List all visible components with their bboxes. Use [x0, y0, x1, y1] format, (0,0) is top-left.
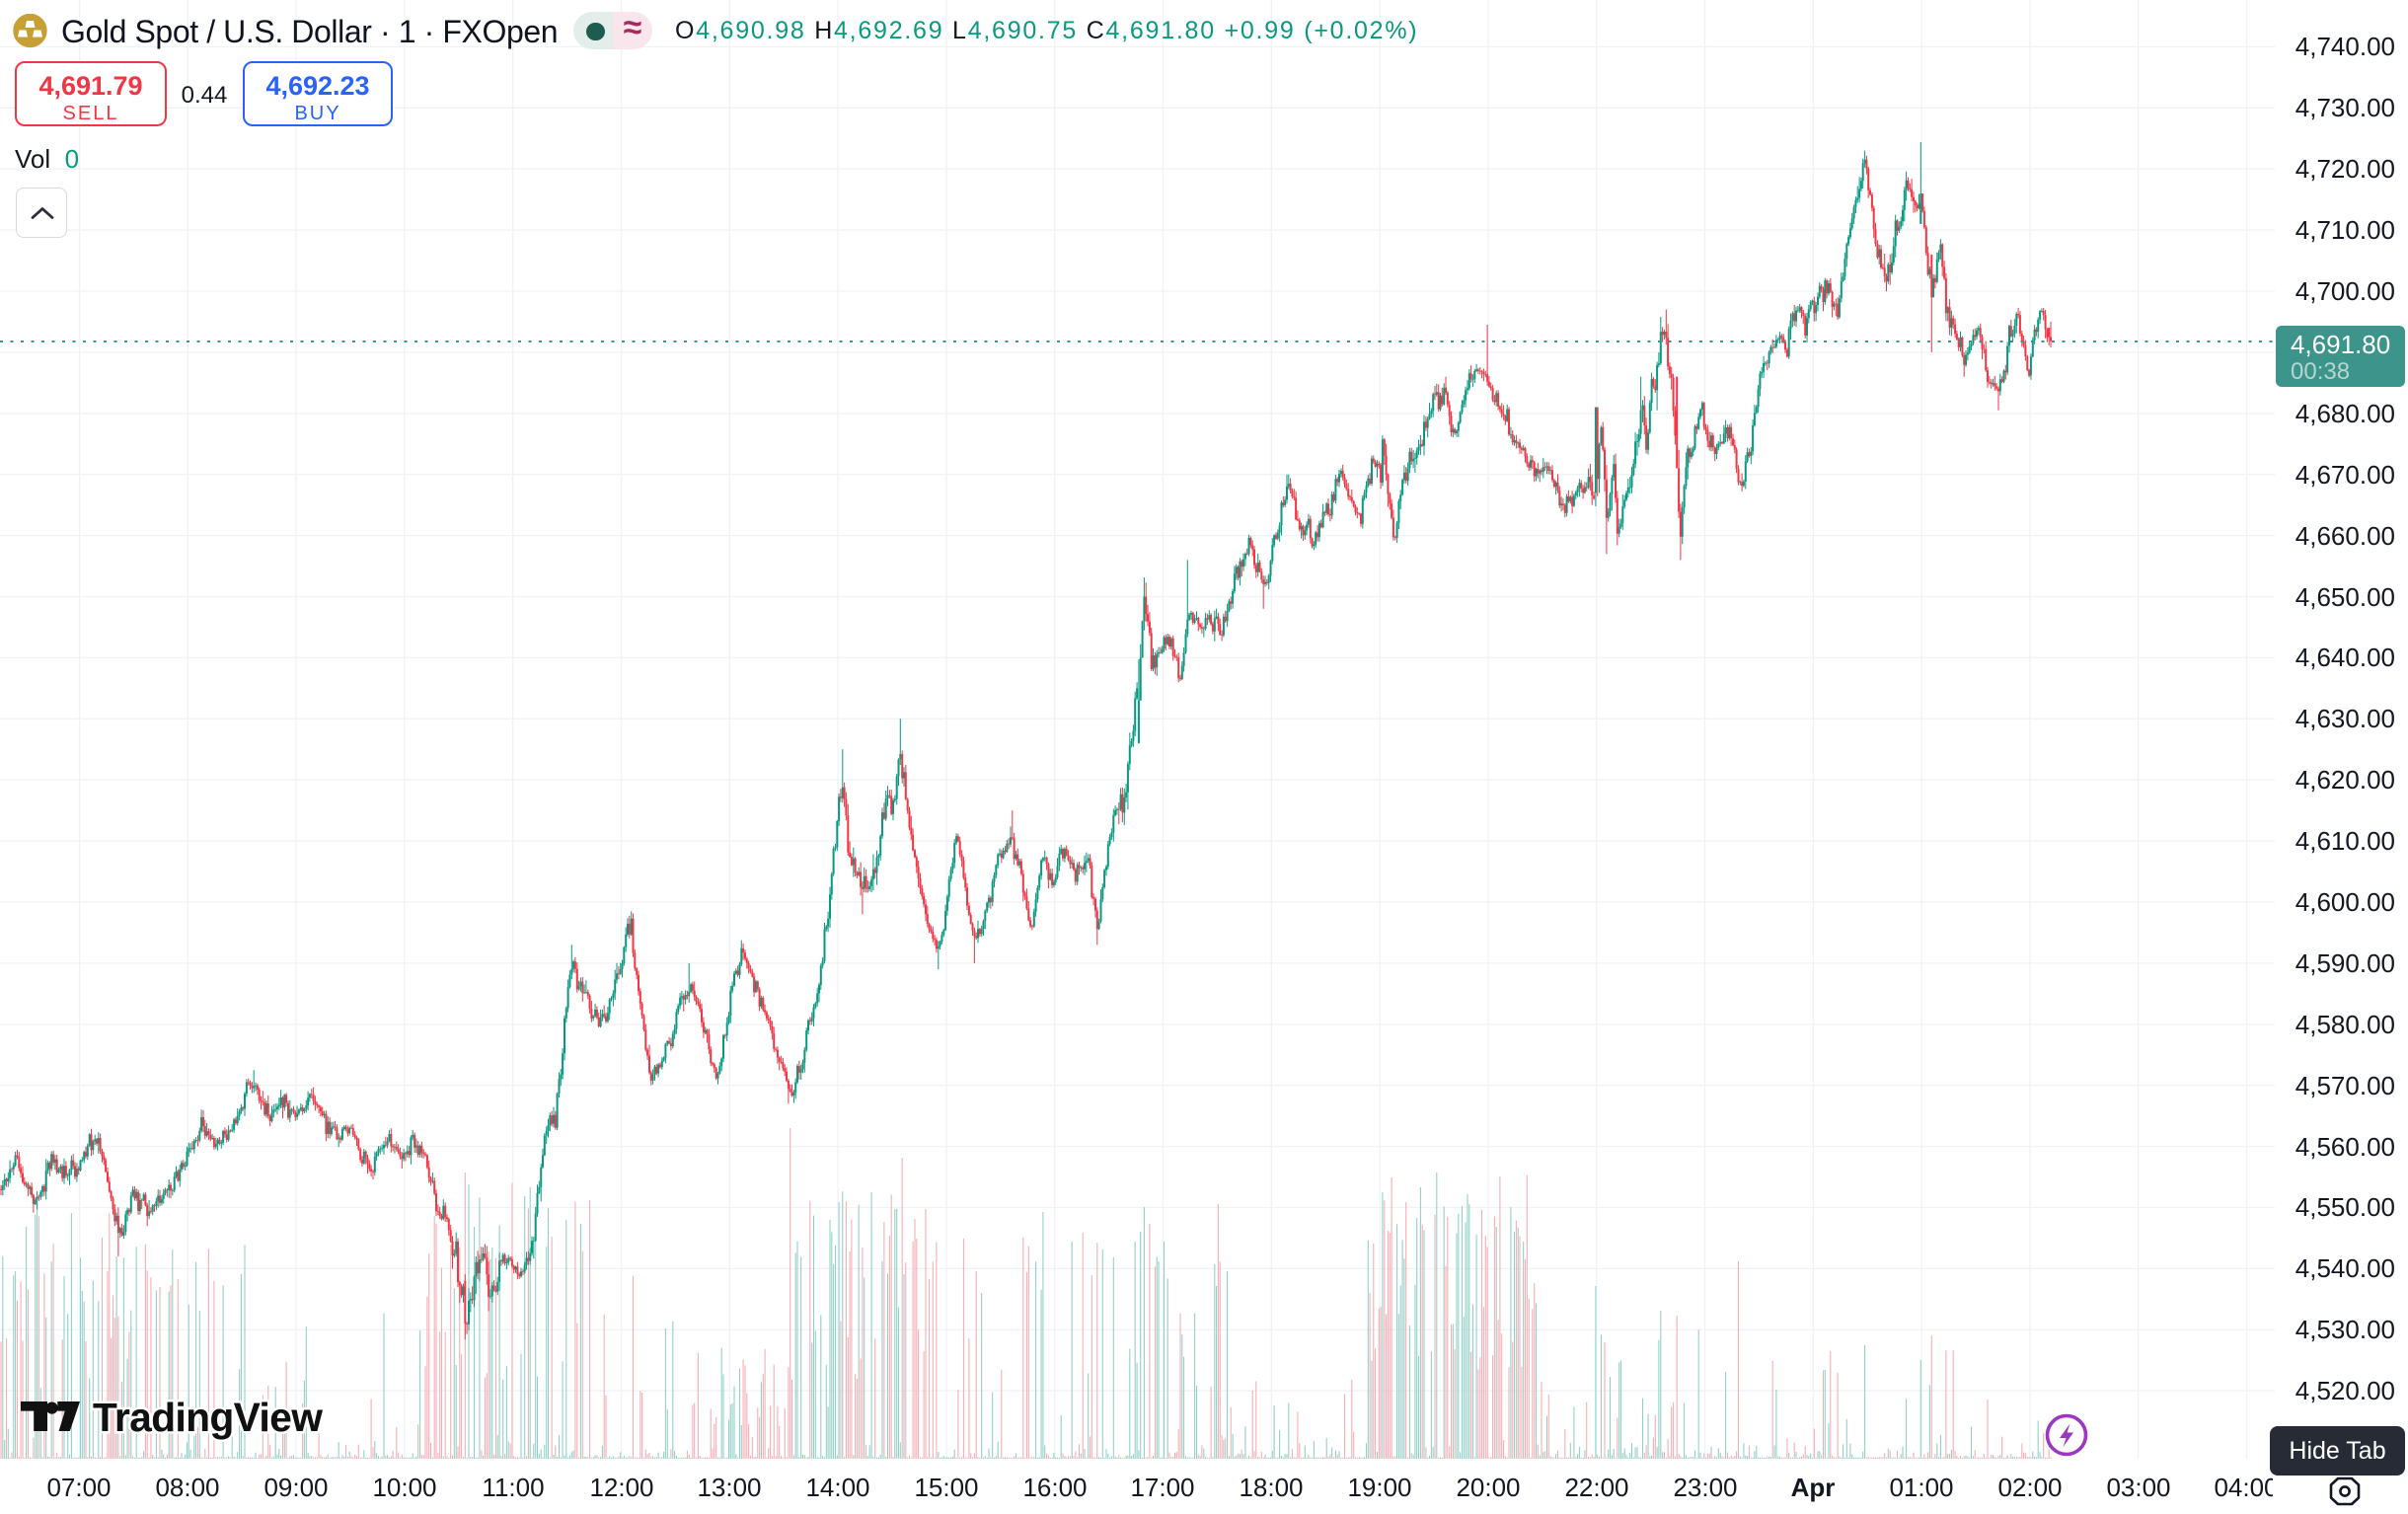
svg-text:TradingView: TradingView — [93, 1395, 323, 1440]
svg-text:TradingView: TradingView — [93, 1395, 323, 1440]
